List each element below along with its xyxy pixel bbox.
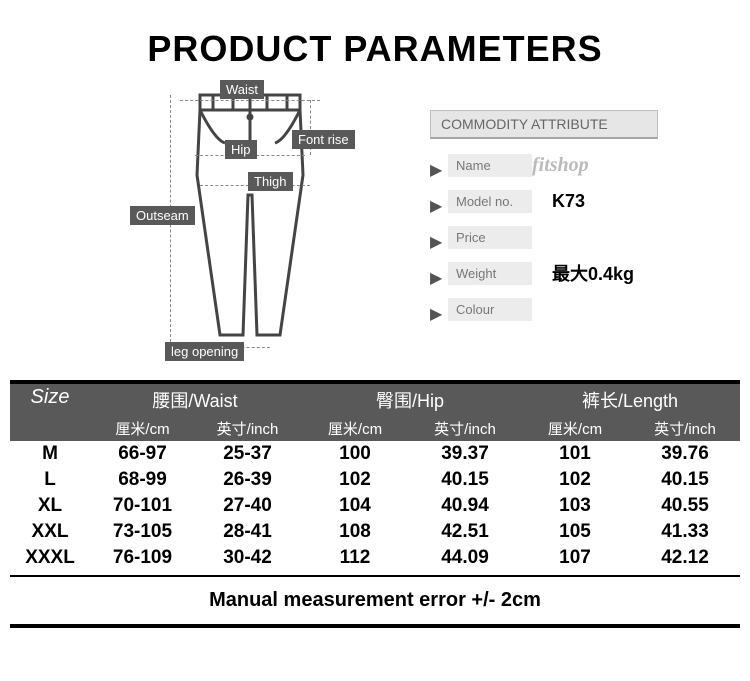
cell-size: XXL <box>10 519 90 545</box>
cell-waist-cm: 73-105 <box>90 519 195 545</box>
th-waist: 腰围/Waist <box>90 384 300 416</box>
attribute-row: ▶ Model no.K73 <box>430 187 730 215</box>
cell-hip-cm: 108 <box>300 519 410 545</box>
cell-hip-in: 40.15 <box>410 467 520 493</box>
th-size: Size <box>10 384 90 416</box>
cell-len-in: 42.12 <box>630 545 740 571</box>
label-hip: Hip <box>225 140 257 159</box>
cell-waist-cm: 70-101 <box>90 493 195 519</box>
cell-size: L <box>10 467 90 493</box>
table-header-2: 厘米/cm 英寸/inch 厘米/cm 英寸/inch 厘米/cm 英寸/inc… <box>10 416 740 441</box>
cell-hip-cm: 102 <box>300 467 410 493</box>
table-row: XL70-10127-4010440.9410340.55 <box>10 493 740 519</box>
upper-section: Waist Hip Font rise Thigh Outseam leg op… <box>0 70 750 380</box>
cell-hip-in: 39.37 <box>410 441 520 467</box>
attribute-value: fitshop <box>532 154 589 177</box>
table-row: XXXL76-10930-4211244.0910742.12 <box>10 545 740 571</box>
attribute-row: ▶ Weight最大0.4kg <box>430 259 730 287</box>
cell-size: XXXL <box>10 545 90 571</box>
attribute-label: Price <box>448 226 532 249</box>
cell-hip-cm: 112 <box>300 545 410 571</box>
cell-len-in: 40.55 <box>630 493 740 519</box>
cell-size: M <box>10 441 90 467</box>
cell-waist-cm: 66-97 <box>90 441 195 467</box>
cell-waist-in: 26-39 <box>195 467 300 493</box>
th-cm: 厘米/cm <box>520 416 630 441</box>
th-inch: 英寸/inch <box>410 416 520 441</box>
attribute-label: Model no. <box>448 190 532 213</box>
table-row: M66-9725-3710039.3710139.76 <box>10 441 740 467</box>
cell-len-cm: 103 <box>520 493 630 519</box>
table-row: XXL73-10528-4110842.5110541.33 <box>10 519 740 545</box>
cell-hip-in: 44.09 <box>410 545 520 571</box>
play-icon: ▶ <box>430 268 440 278</box>
attribute-label: Name <box>448 154 532 177</box>
measurement-note: Manual measurement error +/- 2cm <box>10 575 740 628</box>
cell-hip-in: 42.51 <box>410 519 520 545</box>
attribute-row: ▶ Namefitshop <box>430 151 730 179</box>
play-icon: ▶ <box>430 196 440 206</box>
cell-waist-in: 28-41 <box>195 519 300 545</box>
label-outseam: Outseam <box>130 206 195 225</box>
label-waist: Waist <box>220 80 264 99</box>
table-row: L68-9926-3910240.1510240.15 <box>10 467 740 493</box>
th-inch: 英寸/inch <box>630 416 740 441</box>
attribute-value: K73 <box>532 191 585 212</box>
attribute-row: ▶ Price <box>430 223 730 251</box>
cell-waist-in: 30-42 <box>195 545 300 571</box>
th-cm: 厘米/cm <box>300 416 410 441</box>
th-inch: 英寸/inch <box>195 416 300 441</box>
th-hip: 臀围/Hip <box>300 384 520 416</box>
label-leg-opening: leg opening <box>165 342 244 361</box>
cell-hip-cm: 100 <box>300 441 410 467</box>
size-table: Size 腰围/Waist 臀围/Hip 裤长/Length 厘米/cm 英寸/… <box>10 380 740 628</box>
table-header-1: Size 腰围/Waist 臀围/Hip 裤长/Length <box>10 384 740 416</box>
attribute-row: ▶ Colour <box>430 295 730 323</box>
cell-waist-cm: 68-99 <box>90 467 195 493</box>
play-icon: ▶ <box>430 160 440 170</box>
cell-len-in: 40.15 <box>630 467 740 493</box>
cell-len-cm: 105 <box>520 519 630 545</box>
play-icon: ▶ <box>430 304 440 314</box>
attribute-panel: COMMODITY ATTRIBUTE ▶ Namefitshop ▶ Model n… <box>380 80 730 380</box>
cell-hip-in: 40.94 <box>410 493 520 519</box>
label-thigh: Thigh <box>248 172 293 191</box>
play-icon: ▶ <box>430 232 440 242</box>
pants-outline <box>175 85 325 345</box>
attribute-label: Weight <box>448 262 532 285</box>
cell-len-cm: 107 <box>520 545 630 571</box>
cell-size: XL <box>10 493 90 519</box>
attribute-label: Colour <box>448 298 532 321</box>
cell-len-in: 41.33 <box>630 519 740 545</box>
cell-waist-in: 27-40 <box>195 493 300 519</box>
cell-len-cm: 102 <box>520 467 630 493</box>
cell-hip-cm: 104 <box>300 493 410 519</box>
pants-diagram: Waist Hip Font rise Thigh Outseam leg op… <box>20 80 380 380</box>
page-title: PRODUCT PARAMETERS <box>0 0 750 70</box>
cell-len-in: 39.76 <box>630 441 740 467</box>
label-font-rise: Font rise <box>292 130 355 149</box>
attribute-value: 最大0.4kg <box>532 260 634 286</box>
cell-len-cm: 101 <box>520 441 630 467</box>
cell-waist-cm: 76-109 <box>90 545 195 571</box>
th-cm: 厘米/cm <box>90 416 195 441</box>
attribute-header: COMMODITY ATTRIBUTE <box>430 110 658 139</box>
cell-waist-in: 25-37 <box>195 441 300 467</box>
th-length: 裤长/Length <box>520 384 740 416</box>
